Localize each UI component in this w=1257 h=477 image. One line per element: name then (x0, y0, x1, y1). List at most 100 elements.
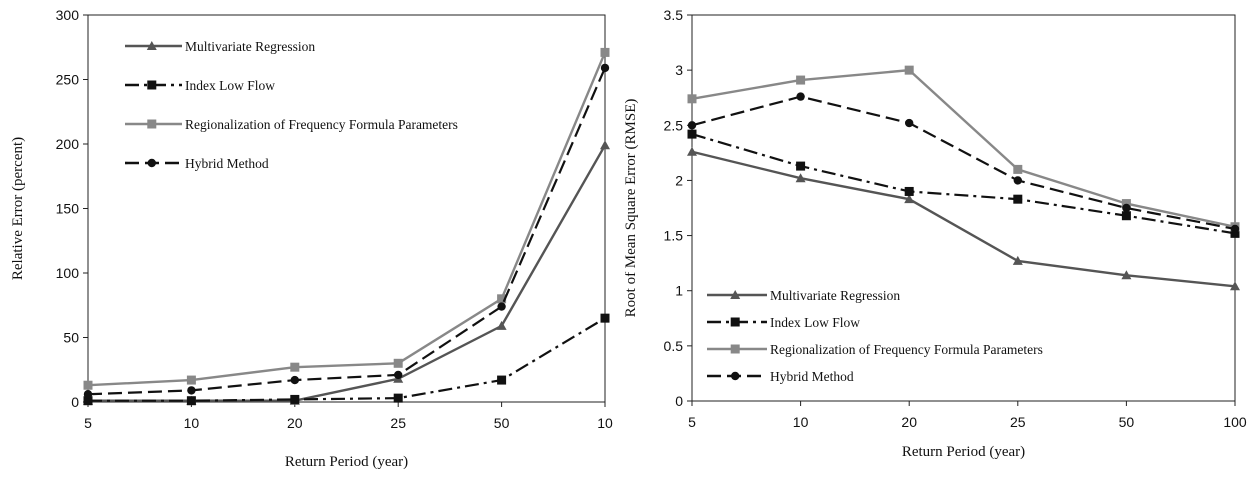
right-data-point (1122, 203, 1131, 213)
left-x-tick-label: 20 (287, 415, 303, 431)
relative-error-chart-svg: 0 50 100 150 200 250 300 5 10 20 25 50 10 Return Peri… (10, 7, 613, 470)
chart-relative-error: 0 50 100 150 200 250 300 5 10 20 25 50 10 Return Peri… (0, 0, 625, 477)
left-legend-label: Multivariate Regression (185, 39, 315, 54)
left-data-point (186, 375, 196, 385)
right-data-point (1121, 270, 1132, 280)
right-legend-marker (731, 371, 740, 381)
left-data-point (600, 47, 610, 57)
right-y-tick-label: 3.5 (664, 7, 684, 23)
left-y-tick-label: 200 (56, 136, 80, 152)
left-legend-item: Hybrid Method (125, 156, 269, 171)
right-legend-marker (730, 317, 740, 327)
right-y-tick-label: 3 (675, 62, 683, 78)
right-legend-label: Regionalization of Frequency Formula Par… (770, 342, 1043, 357)
right-data-point (796, 92, 805, 101)
left-data-point (83, 396, 93, 406)
right-y-tick-label: 0.5 (664, 338, 684, 354)
left-plot-frame (87, 14, 606, 403)
left-y-tick-label: 150 (56, 201, 80, 217)
right-plot-frame (691, 14, 1236, 402)
right-data-point (796, 161, 806, 171)
rmse-chart-svg: 0 0.5 1 1.5 2 2.5 3 3.5 5 10 20 25 50 100 Return Perio… (625, 7, 1247, 460)
left-data-point (290, 362, 300, 372)
left-y-tick-label: 50 (63, 330, 79, 346)
left-data-point (83, 390, 93, 399)
left-data-point (600, 313, 610, 323)
left-data-point (187, 386, 196, 395)
left-x-tick-label: 10 (597, 415, 613, 431)
left-series-line (88, 144, 607, 402)
left-data-point (290, 375, 299, 385)
left-data-point (497, 294, 507, 304)
left-series-line (87, 51, 607, 387)
left-legend-item: Index Low Flow (125, 78, 275, 93)
left-data-point (394, 370, 403, 380)
right-data-point (1013, 176, 1022, 185)
left-data-point (600, 140, 610, 150)
right-legend-marker (730, 290, 741, 299)
left-data-point (393, 358, 403, 368)
left-legend-marker (147, 80, 157, 90)
left-x-tick-label: 50 (494, 415, 510, 431)
right-data-point (1012, 255, 1023, 265)
left-legend-marker (147, 158, 156, 168)
right-data-point (1121, 211, 1131, 221)
left-legend-marker (147, 119, 157, 129)
left-y-tick-label: 100 (56, 265, 80, 281)
left-x-tick-label: 5 (84, 415, 92, 431)
right-series-line (691, 68, 1236, 228)
left-series-3 (83, 63, 610, 399)
left-data-point (497, 302, 506, 311)
right-data-point (904, 65, 914, 75)
left-legend-item: Regionalization of Frequency Formula Par… (125, 117, 458, 132)
right-data-point (795, 173, 806, 183)
left-data-point (290, 394, 300, 404)
left-y-tick-label: 300 (56, 7, 80, 23)
right-data-point (1230, 228, 1240, 238)
right-x-tick-label: 100 (1223, 414, 1247, 430)
right-series-line (691, 133, 1236, 235)
left-legend-label: Hybrid Method (185, 156, 269, 171)
right-series-0 (687, 146, 1240, 291)
left-series-line (87, 67, 607, 396)
left-legend-marker (146, 41, 157, 50)
left-series-line (88, 317, 606, 402)
right-y-tick-label: 0 (675, 393, 683, 409)
right-data-point (687, 146, 697, 156)
left-series-1 (83, 313, 610, 406)
left-series-2 (83, 47, 610, 390)
right-data-point (687, 129, 697, 139)
left-x-tick-label: 10 (184, 415, 200, 431)
left-y-axis-title: Relative Error (percent) (10, 137, 26, 280)
left-legend-label: Index Low Flow (185, 78, 275, 93)
right-x-tick-label: 25 (1010, 414, 1026, 430)
right-legend-item: Hybrid Method (707, 369, 854, 384)
right-series-2 (687, 65, 1240, 232)
right-x-axis-title: Return Period (year) (902, 444, 1025, 460)
right-series-line (691, 95, 1236, 231)
right-legend-label: Multivariate Regression (770, 288, 900, 303)
right-y-axis-title: Root of Mean Square Error (RMSE) (625, 99, 639, 318)
right-x-tick-label: 10 (793, 414, 809, 430)
right-data-point (1013, 164, 1023, 174)
left-legend-label: Regionalization of Frequency Formula Par… (185, 117, 458, 132)
right-series-1 (687, 129, 1240, 238)
right-legend-item: Multivariate Regression (707, 288, 900, 303)
left-data-point (186, 396, 196, 406)
right-legend-marker (730, 344, 740, 354)
right-y-tick-label: 1 (675, 283, 683, 299)
right-y-tick-label: 2.5 (664, 117, 684, 133)
right-data-point (796, 75, 806, 85)
right-x-tick-label: 20 (901, 414, 917, 430)
right-y-tick-label: 2 (675, 172, 683, 188)
right-data-point (904, 194, 915, 204)
right-series-3 (687, 92, 1240, 234)
left-y-tick-label: 0 (71, 394, 79, 410)
chart-rmse: 0 0.5 1 1.5 2 2.5 3 3.5 5 10 20 25 50 100 Return Perio… (625, 0, 1257, 477)
right-legend-label: Hybrid Method (770, 369, 854, 384)
left-data-point (497, 375, 507, 385)
right-data-point (1121, 199, 1131, 209)
left-data-point (496, 320, 507, 330)
right-data-point (1230, 224, 1240, 234)
right-legend-label: Index Low Flow (770, 315, 860, 330)
